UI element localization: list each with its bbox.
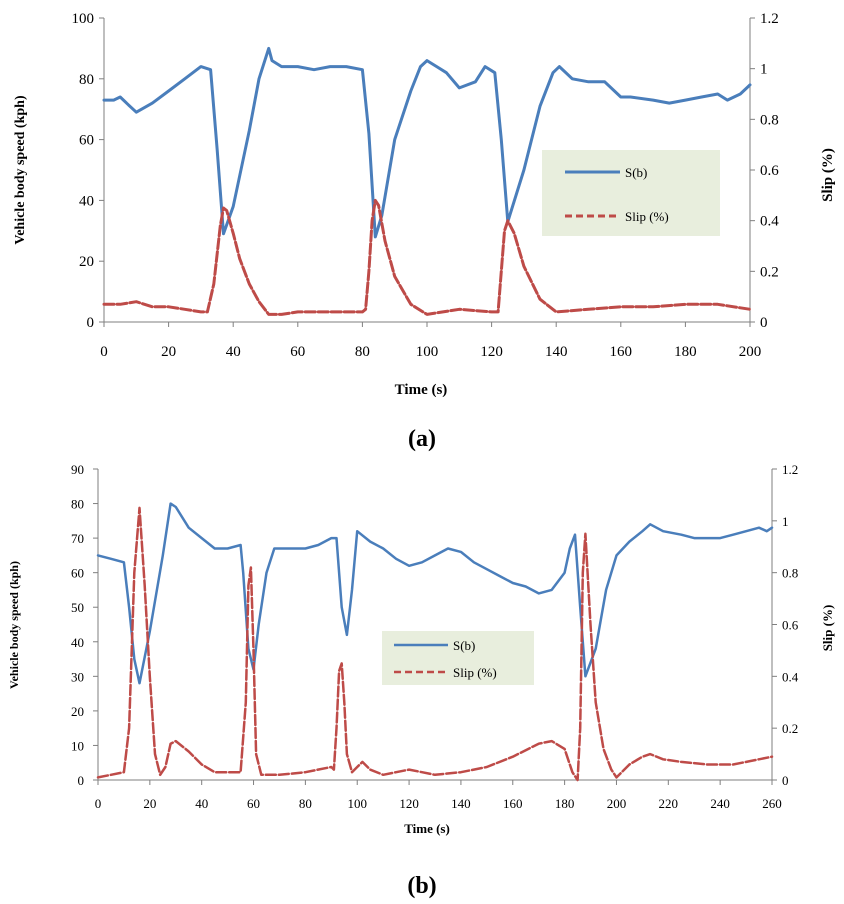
chart-b-x-tick-label: 220 [659, 796, 679, 811]
chart-a-y-tick-label: 60 [79, 133, 94, 149]
chart-a-x-axis-title: Time (s) [395, 382, 448, 398]
chart-panel-b: 0 20 40 60 80 100 120 140 160 180 200 220 240 2600102… [7, 462, 835, 899]
chart-a-ticks: 0 20 40 60 80 100 120 140 160 180 200 0 20 40 60 80 100 0… [72, 11, 780, 360]
chart-a-legend-label-speed: S(b) [625, 165, 647, 180]
chart-b-y2-tick-label: 0.4 [782, 669, 799, 684]
chart-a-y-tick-label: 40 [79, 193, 94, 209]
chart-b-y2-tick-label: 0 [782, 773, 789, 788]
chart-b-x-tick-label: 260 [762, 796, 782, 811]
chart-a-x-tick-label: 100 [416, 344, 439, 360]
chart-b-y-tick-label: 90 [71, 462, 84, 477]
chart-b-x-tick-label: 120 [399, 796, 419, 811]
chart-a-legend-box [542, 150, 720, 236]
chart-b-y-tick-label: 0 [78, 773, 85, 788]
chart-b-y-tick-label: 30 [71, 669, 84, 684]
chart-b-y2-axis-title: Slip (%) [820, 605, 835, 652]
chart-a-series [102, 46, 752, 316]
chart-b-y-tick-label: 80 [71, 497, 84, 512]
chart-b-ticks: 0 20 40 60 80 100 120 140 160 180 200 220 240 2600102… [71, 462, 799, 811]
chart-b-y2-tick-label: 0.2 [782, 721, 798, 736]
chart-a-x-tick-label: 180 [674, 344, 697, 360]
chart-b-legend-label-slip: Slip (%) [453, 665, 497, 680]
chart-a-x-tick-label: 80 [355, 344, 370, 360]
chart-b-x-tick-label: 60 [247, 796, 260, 811]
chart-b-y-axis-title: Vehicle body speed (kph) [7, 561, 21, 689]
chart-a-x-tick-label: 120 [480, 344, 503, 360]
chart-b-x-tick-label: 0 [95, 796, 102, 811]
chart-b-panel-label: (b) [407, 873, 436, 899]
chart-a-x-tick-label: 60 [290, 344, 305, 360]
chart-b-series-slip-line [96, 506, 774, 782]
chart-a-y-tick-label: 20 [79, 254, 94, 270]
chart-b-x-tick-label: 100 [347, 796, 367, 811]
chart-b-y-tick-label: 60 [71, 566, 84, 581]
chart-b-x-tick-label: 200 [607, 796, 627, 811]
chart-a-y2-tick-label: 1 [760, 62, 768, 78]
chart-a-y2-tick-label: 0.8 [760, 112, 779, 128]
chart-a-y-tick-label: 100 [72, 11, 95, 27]
chart-b-y2-tick-label: 0.8 [782, 566, 798, 581]
chart-a-y2-axis-title: Slip (%) [820, 148, 836, 202]
chart-b-x-tick-label: 80 [299, 796, 312, 811]
chart-b-x-axis-title: Time (s) [404, 821, 450, 836]
chart-a-y-tick-label: 80 [79, 72, 94, 88]
chart-b-y2-tick-label: 0.6 [782, 618, 799, 633]
chart-a-x-tick-label: 40 [226, 344, 241, 360]
chart-b-x-tick-label: 20 [143, 796, 156, 811]
chart-b-y2-tick-label: 1.2 [782, 462, 798, 477]
chart-b-x-tick-label: 240 [710, 796, 730, 811]
chart-a-x-tick-label: 0 [100, 344, 108, 360]
chart-a-y2-tick-label: 0 [760, 315, 768, 331]
chart-b-series-speed-line [96, 502, 774, 685]
chart-b-x-tick-label: 40 [195, 796, 208, 811]
chart-b-y-tick-label: 10 [71, 738, 84, 753]
chart-b-y-tick-label: 50 [71, 600, 84, 615]
chart-a-x-tick-label: 20 [161, 344, 176, 360]
chart-b-y-tick-label: 20 [71, 704, 84, 719]
chart-a-panel-label: (a) [408, 426, 436, 452]
chart-panel-a: 0 20 40 60 80 100 120 140 160 180 200 0 20 40 60 80 100 0… [13, 11, 836, 452]
chart-a-legend-label-slip: Slip (%) [625, 209, 669, 224]
chart-b-y-tick-label: 40 [71, 635, 84, 650]
chart-b-x-tick-label: 140 [451, 796, 471, 811]
chart-b-series [96, 502, 774, 782]
chart-b-x-tick-label: 160 [503, 796, 523, 811]
chart-a-x-tick-label: 160 [610, 344, 633, 360]
chart-a-series-speed-line [102, 46, 752, 239]
chart-a-y-tick-label: 0 [87, 315, 95, 331]
chart-a-x-tick-label: 200 [739, 344, 762, 360]
chart-b-y-tick-label: 70 [71, 531, 84, 546]
chart-a-y2-tick-label: 1.2 [760, 11, 779, 27]
chart-b-legend-box [382, 631, 534, 685]
chart-b-legend-label-speed: S(b) [453, 638, 475, 653]
chart-b-y2-tick-label: 1 [782, 514, 789, 529]
chart-b-x-tick-label: 180 [555, 796, 575, 811]
chart-a-y2-tick-label: 0.6 [760, 163, 779, 179]
chart-a-x-tick-label: 140 [545, 344, 568, 360]
chart-a-series-slip-line [102, 198, 752, 316]
chart-a-y2-tick-label: 0.4 [760, 214, 779, 230]
chart-a-y2-tick-label: 0.2 [760, 264, 779, 280]
chart-a-y-axis-title: Vehicle body speed (kph) [13, 95, 28, 245]
